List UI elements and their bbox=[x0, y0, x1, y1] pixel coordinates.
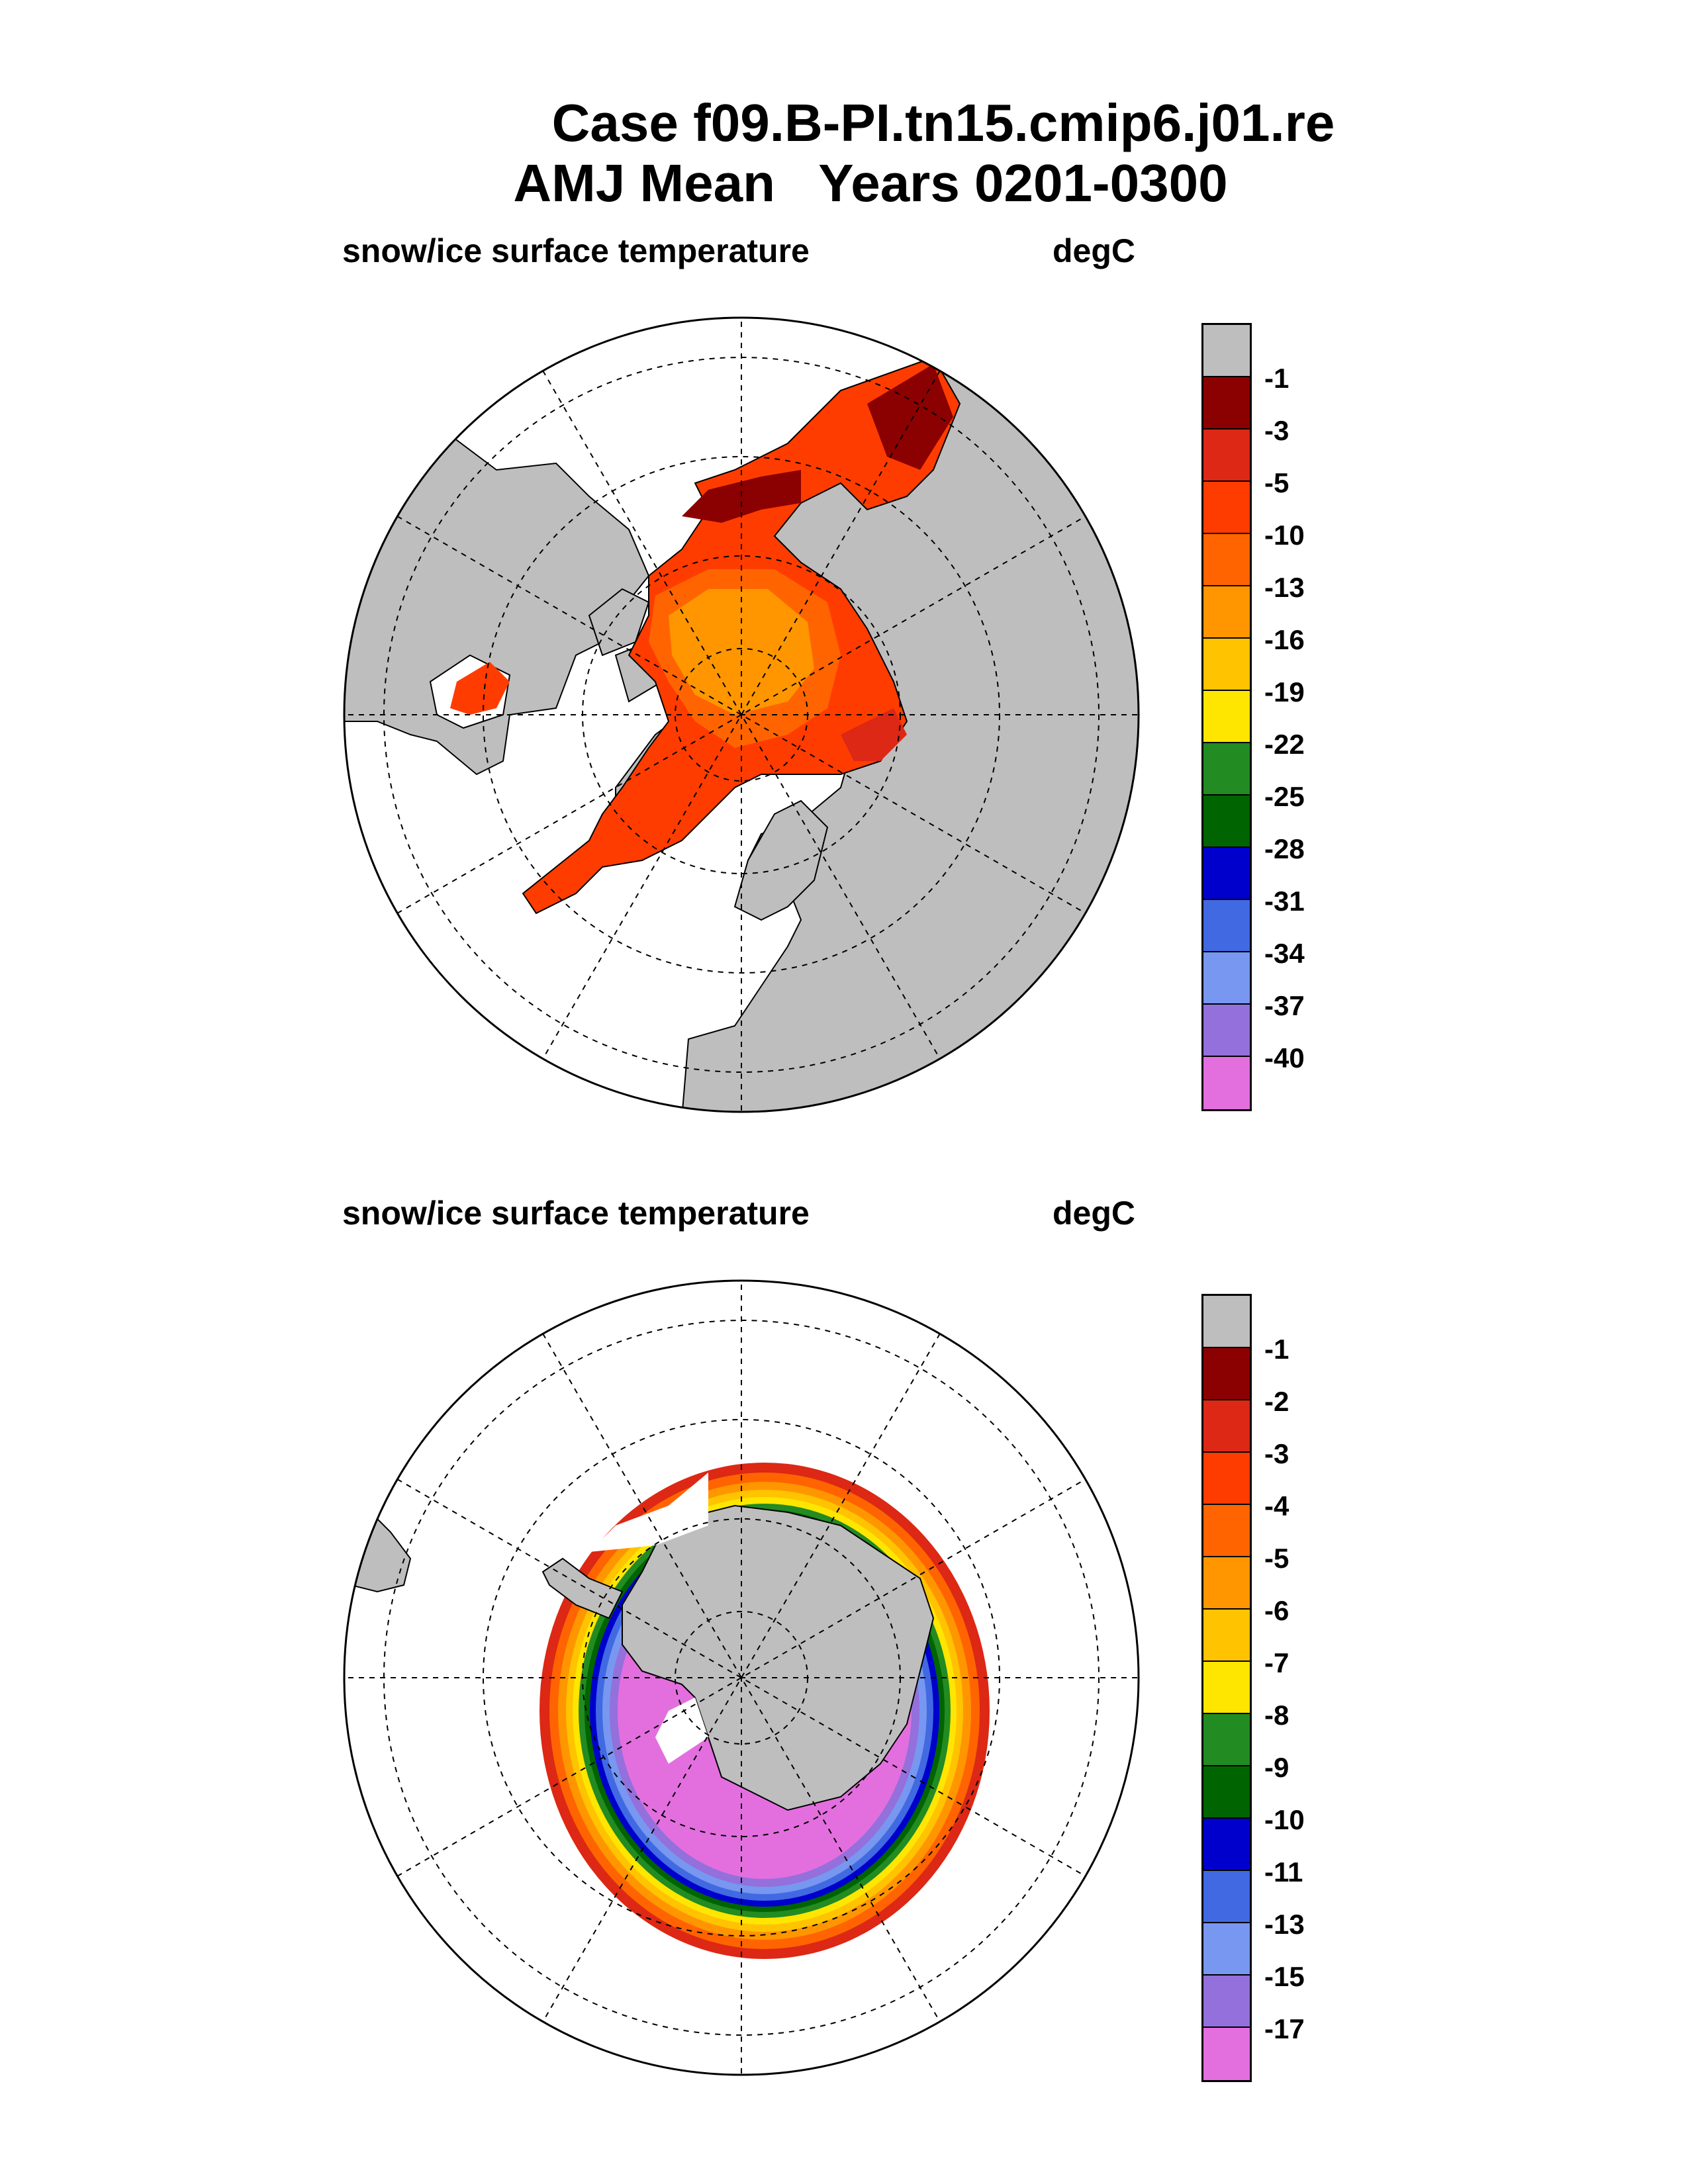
arctic-map bbox=[338, 311, 1145, 1122]
arctic-colorbar bbox=[1201, 323, 1252, 1111]
colorbar-box bbox=[1203, 848, 1250, 900]
colorbar-box bbox=[1203, 743, 1250, 796]
figure-title-line1: Case f09.B-PI.tn15.cmip6.j01.re bbox=[551, 93, 1335, 152]
colorbar-tick-label: -1 bbox=[1264, 1334, 1289, 1365]
colorbar-box bbox=[1203, 1057, 1250, 1109]
colorbar-tick-label: -40 bbox=[1264, 1042, 1305, 1073]
colorbar-tick-label: -15 bbox=[1264, 1961, 1305, 1992]
colorbar-tick-label: -10 bbox=[1264, 520, 1305, 551]
colorbar-tick-label: -2 bbox=[1264, 1386, 1289, 1417]
colorbar-box bbox=[1203, 1505, 1250, 1557]
colorbar-tick-label: -34 bbox=[1264, 938, 1305, 969]
colorbar-box bbox=[1203, 377, 1250, 430]
colorbar-tick-label: -22 bbox=[1264, 729, 1305, 760]
colorbar-box bbox=[1203, 1400, 1250, 1453]
colorbar-box bbox=[1203, 534, 1250, 586]
colorbar-box bbox=[1203, 1923, 1250, 1976]
colorbar-box bbox=[1203, 639, 1250, 691]
colorbar-tick-label: -3 bbox=[1264, 415, 1289, 446]
colorbar-tick-label: -3 bbox=[1264, 1438, 1289, 1469]
colorbar-tick-label: -13 bbox=[1264, 1909, 1305, 1940]
colorbar-tick-label: -1 bbox=[1264, 363, 1289, 394]
panel1-units-label: degC bbox=[1053, 232, 1135, 269]
land-north-america bbox=[344, 409, 650, 776]
colorbar-box bbox=[1203, 325, 1250, 377]
colorbar-box bbox=[1203, 1610, 1250, 1662]
colorbar-tick-label: -31 bbox=[1264, 886, 1305, 917]
colorbar-tick-label: -10 bbox=[1264, 1804, 1305, 1835]
panel1-variable-label: snow/ice surface temperature bbox=[342, 232, 810, 269]
colorbar-box bbox=[1203, 482, 1250, 534]
colorbar-box bbox=[1203, 1005, 1250, 1057]
antarctic-map bbox=[338, 1274, 1145, 2085]
colorbar-box bbox=[1203, 1348, 1250, 1400]
arctic-map-svg bbox=[343, 316, 1140, 1113]
antarctic-map-svg bbox=[343, 1279, 1140, 2076]
figure-title-line2: AMJ Mean Years 0201-0300 bbox=[513, 154, 1228, 212]
colorbar-tick-label: -17 bbox=[1264, 2013, 1305, 2044]
colorbar-box bbox=[1203, 1557, 1250, 1610]
colorbar-box bbox=[1203, 1976, 1250, 2028]
colorbar-box bbox=[1203, 796, 1250, 848]
land-antarctica bbox=[622, 1504, 935, 1811]
colorbar-box bbox=[1203, 1766, 1250, 1819]
colorbar-tick-label: -9 bbox=[1264, 1752, 1289, 1783]
colorbar-tick-label: -6 bbox=[1264, 1595, 1289, 1626]
panel2-units-label: degC bbox=[1053, 1195, 1135, 1232]
colorbar-tick-label: -16 bbox=[1264, 624, 1305, 655]
antarctic-colorbar bbox=[1201, 1294, 1252, 2082]
colorbar-tick-label: -13 bbox=[1264, 572, 1305, 603]
colorbar-tick-label: -4 bbox=[1264, 1490, 1289, 1522]
colorbar-box bbox=[1203, 900, 1250, 952]
colorbar-box bbox=[1203, 430, 1250, 482]
colorbar-box bbox=[1203, 1662, 1250, 1714]
panel2-variable-label: snow/ice surface temperature bbox=[342, 1195, 810, 1232]
colorbar-tick-label: -37 bbox=[1264, 990, 1305, 1021]
colorbar-box bbox=[1203, 2028, 1250, 2080]
colorbar-box bbox=[1203, 952, 1250, 1005]
colorbar-box bbox=[1203, 586, 1250, 639]
colorbar-tick-label: -5 bbox=[1264, 1543, 1289, 1574]
colorbar-tick-label: -7 bbox=[1264, 1647, 1289, 1678]
colorbar-tick-label: -5 bbox=[1264, 467, 1289, 498]
colorbar-tick-label: -19 bbox=[1264, 676, 1305, 707]
colorbar-tick-label: -11 bbox=[1264, 1856, 1303, 1888]
colorbar-box bbox=[1203, 691, 1250, 743]
colorbar-box bbox=[1203, 1819, 1250, 1871]
colorbar-box bbox=[1203, 1714, 1250, 1766]
colorbar-box bbox=[1203, 1296, 1250, 1348]
colorbar-tick-label: -25 bbox=[1264, 781, 1305, 812]
colorbar-box bbox=[1203, 1871, 1250, 1923]
colorbar-box bbox=[1203, 1453, 1250, 1505]
colorbar-tick-label: -28 bbox=[1264, 833, 1305, 864]
colorbar-tick-label: -8 bbox=[1264, 1700, 1289, 1731]
